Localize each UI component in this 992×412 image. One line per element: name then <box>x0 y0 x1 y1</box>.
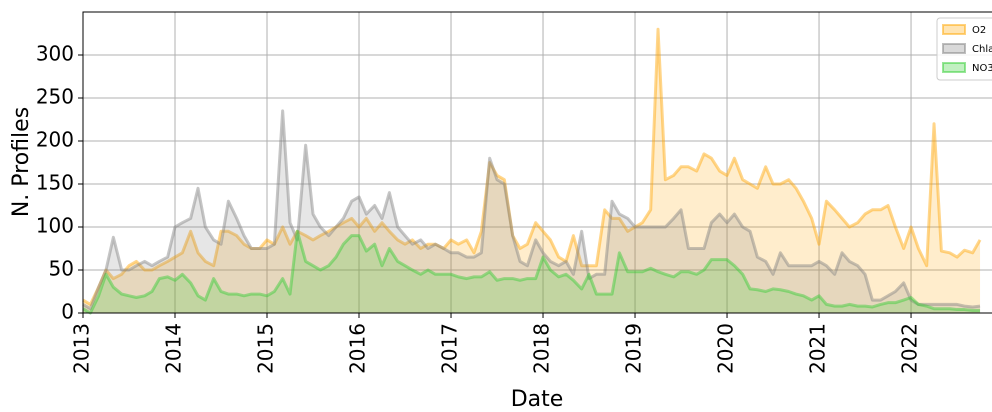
y-tick-label: 0 <box>61 300 74 324</box>
y-tick-label: 50 <box>49 257 74 281</box>
y-tick-label: 150 <box>36 171 74 195</box>
x-tick-label: 2014 <box>162 323 186 374</box>
x-tick-label: 2018 <box>530 323 554 374</box>
area-fill <box>83 110 981 314</box>
x-tick-label: 2019 <box>622 323 646 374</box>
y-tick-label: 300 <box>36 42 74 66</box>
y-axis-label: N. Profiles <box>9 107 34 217</box>
area-line <box>82 27 982 306</box>
y-tick-label: 100 <box>36 214 74 238</box>
x-tick-label: 2013 <box>70 323 94 374</box>
legend-swatch <box>942 43 966 54</box>
y-tick-label: 200 <box>36 128 74 152</box>
legend-label: Chla <box>972 44 992 55</box>
plot-frame <box>82 11 992 314</box>
x-tick-label: 2016 <box>346 323 370 374</box>
legend-label: O2 <box>972 25 986 36</box>
legend-swatch <box>942 62 966 73</box>
x-axis-label: Date <box>511 387 564 412</box>
x-tick-label: 2015 <box>254 323 278 374</box>
x-tick-label: 2021 <box>806 323 830 374</box>
area-line <box>82 109 981 311</box>
legend-swatch <box>942 24 966 35</box>
x-tick-label: 2017 <box>438 323 462 374</box>
area-fill <box>83 231 981 313</box>
x-tick-label: 2022 <box>898 323 922 374</box>
legend-label: NO3 <box>972 63 992 74</box>
area-line <box>82 229 981 315</box>
y-tick-label: 250 <box>36 85 74 109</box>
x-tick-label: 2020 <box>714 323 738 374</box>
area-fill <box>83 29 981 313</box>
